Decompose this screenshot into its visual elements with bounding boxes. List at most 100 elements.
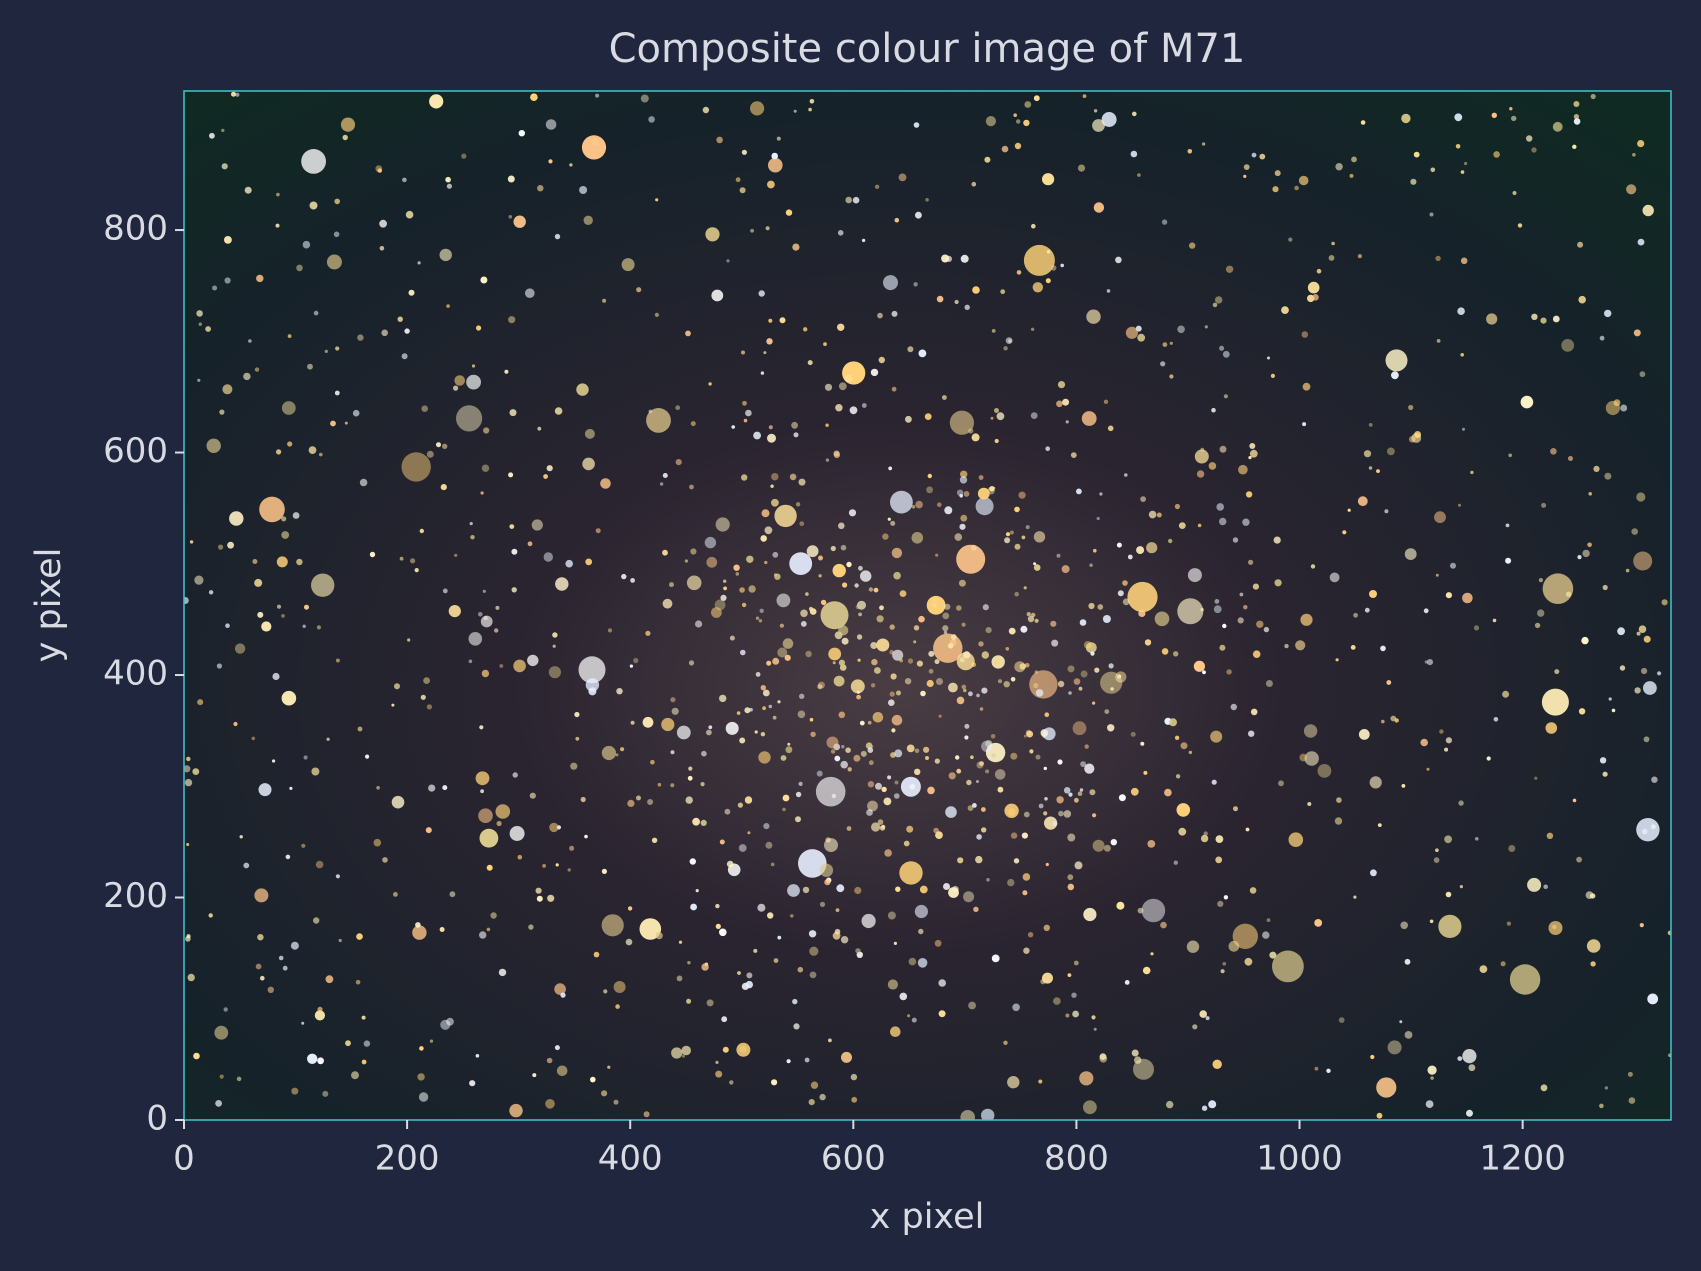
- star: [765, 841, 773, 849]
- star: [1331, 241, 1335, 246]
- star: [857, 682, 864, 689]
- star: [513, 215, 526, 228]
- star: [1067, 874, 1074, 881]
- star: [1125, 326, 1138, 339]
- star: [1643, 635, 1651, 643]
- star: [1400, 921, 1408, 930]
- star: [722, 1046, 729, 1053]
- star: [867, 781, 875, 788]
- star: [1438, 914, 1462, 939]
- star: [1328, 255, 1335, 261]
- star: [509, 826, 525, 841]
- star: [858, 565, 863, 571]
- star: [545, 119, 557, 130]
- star: [764, 526, 773, 535]
- star: [486, 927, 491, 932]
- star: [414, 568, 419, 573]
- star: [585, 678, 600, 692]
- star: [1180, 742, 1188, 750]
- star: [824, 879, 831, 886]
- star: [1486, 756, 1491, 761]
- star: [1022, 890, 1028, 896]
- star: [768, 704, 773, 709]
- star: [750, 228, 754, 233]
- star: [1543, 884, 1548, 890]
- star: [681, 1045, 691, 1056]
- star: [377, 168, 382, 173]
- star: [542, 864, 546, 868]
- star: [914, 768, 921, 775]
- star: [1404, 958, 1411, 965]
- star: [877, 819, 884, 825]
- star: [994, 769, 1006, 780]
- star: [795, 816, 801, 823]
- star: [1067, 665, 1075, 673]
- star: [267, 986, 274, 993]
- star: [1232, 923, 1259, 949]
- star: [1033, 682, 1039, 689]
- star: [973, 906, 979, 912]
- star: [793, 1023, 800, 1030]
- star: [772, 657, 780, 665]
- star: [532, 1073, 537, 1078]
- star: [184, 597, 189, 604]
- star: [991, 954, 1000, 963]
- star: [407, 638, 411, 642]
- star: [1526, 135, 1533, 142]
- star: [1217, 900, 1224, 908]
- star: [860, 750, 867, 757]
- star: [795, 502, 801, 507]
- star: [578, 656, 606, 684]
- star: [687, 961, 691, 965]
- star: [779, 317, 786, 324]
- star: [702, 106, 710, 114]
- star: [275, 223, 280, 228]
- star: [1577, 241, 1584, 248]
- star: [446, 183, 452, 189]
- star: [1251, 152, 1257, 158]
- star: [1238, 464, 1248, 475]
- star: [1602, 584, 1608, 591]
- star: [1044, 816, 1058, 830]
- star: [1599, 757, 1607, 764]
- star: [960, 1110, 975, 1120]
- star: [1245, 827, 1250, 832]
- star: [1338, 1017, 1345, 1023]
- star: [1462, 592, 1473, 604]
- star: [601, 868, 608, 875]
- star: [1304, 751, 1319, 766]
- star: [498, 968, 507, 977]
- star: [1444, 835, 1452, 844]
- star: [1204, 325, 1208, 329]
- star: [197, 378, 201, 382]
- star: [445, 176, 451, 183]
- star: [1115, 671, 1127, 683]
- star: [436, 442, 441, 448]
- star: [552, 632, 558, 638]
- star: [787, 884, 800, 897]
- star: [481, 669, 490, 678]
- star: [1044, 797, 1048, 801]
- star: [758, 290, 765, 297]
- star: [1651, 776, 1658, 783]
- star: [1052, 821, 1058, 827]
- star: [955, 755, 960, 760]
- star: [907, 1014, 911, 1018]
- star: [357, 726, 363, 732]
- star: [887, 911, 896, 920]
- star: [621, 258, 635, 272]
- star: [590, 1076, 596, 1083]
- star: [1368, 423, 1373, 427]
- star: [755, 616, 760, 620]
- star: [1019, 663, 1026, 670]
- star: [1057, 759, 1063, 765]
- star: [1057, 680, 1065, 688]
- star: [1586, 939, 1601, 953]
- star: [1357, 496, 1368, 507]
- star: [442, 443, 448, 449]
- star: [1046, 249, 1051, 254]
- star: [854, 886, 862, 895]
- star: [206, 438, 221, 453]
- chart-title: Composite colour image of M71: [609, 26, 1246, 72]
- star: [239, 835, 243, 839]
